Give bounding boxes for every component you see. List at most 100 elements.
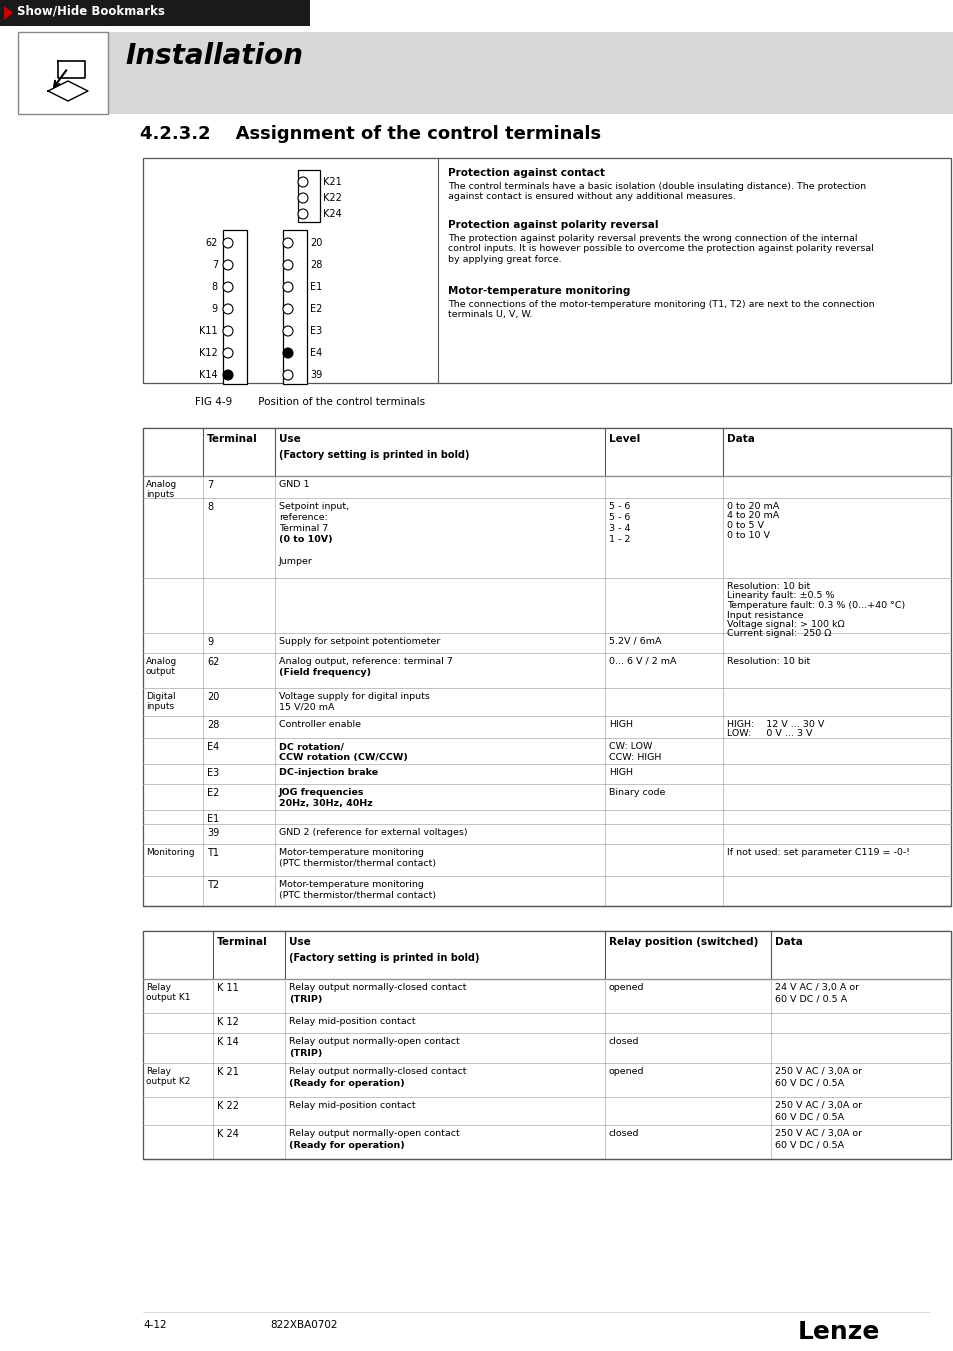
Text: opened: opened	[608, 984, 644, 992]
Text: Relay output normally-closed contact: Relay output normally-closed contact	[289, 1067, 466, 1075]
Text: Protection against contact: Protection against contact	[448, 168, 604, 178]
Text: Digital
inputs: Digital inputs	[146, 692, 175, 712]
Text: K22: K22	[323, 193, 341, 203]
Text: Input resistance: Input resistance	[726, 611, 802, 620]
Text: 62: 62	[207, 657, 219, 667]
Text: closed: closed	[608, 1038, 639, 1046]
Text: 15 V/20 mA: 15 V/20 mA	[278, 703, 335, 712]
Text: E2: E2	[310, 304, 322, 313]
Text: 20: 20	[207, 692, 219, 703]
Text: opened: opened	[608, 1067, 644, 1075]
Text: 3 - 4: 3 - 4	[608, 524, 630, 534]
Text: Temperature fault: 0.3 % (0...+40 °C): Temperature fault: 0.3 % (0...+40 °C)	[726, 601, 904, 611]
Text: Installation: Installation	[125, 42, 303, 70]
Bar	[108, 32, 953, 113]
Circle shape	[283, 349, 293, 358]
Bar	[143, 931, 950, 979]
Text: 9: 9	[212, 304, 218, 313]
Text: Motor-temperature monitoring: Motor-temperature monitoring	[278, 848, 423, 857]
Text: Relay
output K2: Relay output K2	[146, 1067, 191, 1086]
Bar	[18, 32, 108, 113]
Text: Setpoint input,: Setpoint input,	[278, 503, 349, 511]
Text: 24 V AC / 3,0 A or: 24 V AC / 3,0 A or	[774, 984, 859, 992]
Text: K11: K11	[199, 326, 218, 336]
Text: 5 - 6: 5 - 6	[608, 513, 630, 521]
Text: LOW:     0 V ... 3 V: LOW: 0 V ... 3 V	[726, 730, 812, 739]
Circle shape	[297, 209, 308, 219]
Text: E3: E3	[207, 767, 219, 778]
Text: Data: Data	[774, 938, 802, 947]
Text: 0 to 5 V: 0 to 5 V	[726, 521, 763, 530]
Text: Linearity fault: ±0.5 %: Linearity fault: ±0.5 %	[726, 592, 834, 600]
Text: K14: K14	[199, 370, 218, 380]
Text: 7: 7	[212, 259, 218, 270]
Text: (Field frequency): (Field frequency)	[278, 667, 371, 677]
Text: 9: 9	[207, 638, 213, 647]
Text: The protection against polarity reversal prevents the wrong connection of the in: The protection against polarity reversal…	[448, 234, 873, 263]
Text: E4: E4	[207, 742, 219, 753]
Circle shape	[283, 282, 293, 292]
Text: Use: Use	[289, 938, 311, 947]
Text: Relay position (switched): Relay position (switched)	[608, 938, 758, 947]
Text: Data: Data	[726, 434, 754, 444]
Text: K 22: K 22	[216, 1101, 239, 1111]
Text: (PTC thermistor/thermal contact): (PTC thermistor/thermal contact)	[278, 859, 436, 867]
Text: Relay mid-position contact: Relay mid-position contact	[289, 1101, 416, 1111]
Text: Monitoring: Monitoring	[146, 848, 194, 857]
Text: (TRIP): (TRIP)	[289, 994, 322, 1004]
Text: 250 V AC / 3,0A or: 250 V AC / 3,0A or	[774, 1129, 862, 1138]
Text: 0 to 20 mA: 0 to 20 mA	[726, 503, 779, 511]
Text: Motor-temperature monitoring: Motor-temperature monitoring	[448, 286, 630, 296]
Text: The connections of the motor-temperature monitoring (T1, T2) are next to the con: The connections of the motor-temperature…	[448, 300, 874, 319]
Text: CW: LOW: CW: LOW	[608, 742, 652, 751]
Text: Analog
output: Analog output	[146, 657, 177, 677]
Text: T2: T2	[207, 880, 219, 890]
Bar	[143, 428, 950, 476]
Polygon shape	[4, 5, 13, 20]
Text: K12: K12	[199, 349, 218, 358]
Text: DC-injection brake: DC-injection brake	[278, 767, 377, 777]
Text: Relay output normally-open contact: Relay output normally-open contact	[289, 1038, 459, 1046]
Text: E1: E1	[207, 815, 219, 824]
Text: 60 V DC / 0.5 A: 60 V DC / 0.5 A	[774, 994, 846, 1004]
Text: E2: E2	[207, 788, 219, 798]
Bar	[0, 0, 310, 26]
Text: 5 - 6: 5 - 6	[608, 503, 630, 511]
Text: 60 V DC / 0.5A: 60 V DC / 0.5A	[774, 1079, 843, 1088]
Text: GND 1: GND 1	[278, 480, 309, 489]
Text: 250 V AC / 3,0A or: 250 V AC / 3,0A or	[774, 1067, 862, 1075]
Circle shape	[283, 238, 293, 249]
Text: K 12: K 12	[216, 1017, 238, 1027]
Text: 39: 39	[310, 370, 322, 380]
Text: K21: K21	[323, 177, 341, 186]
Circle shape	[283, 304, 293, 313]
Text: K 24: K 24	[216, 1129, 238, 1139]
Text: (Factory setting is printed in bold): (Factory setting is printed in bold)	[278, 450, 469, 459]
Text: 60 V DC / 0.5A: 60 V DC / 0.5A	[774, 1142, 843, 1150]
Text: 28: 28	[207, 720, 219, 730]
Text: Supply for setpoint potentiometer: Supply for setpoint potentiometer	[278, 638, 440, 646]
Circle shape	[223, 370, 233, 380]
Text: 822XBA0702: 822XBA0702	[270, 1320, 337, 1329]
Text: Jumper: Jumper	[278, 557, 313, 566]
Text: K 21: K 21	[216, 1067, 238, 1077]
Text: Controller enable: Controller enable	[278, 720, 360, 730]
Text: Relay
output K1: Relay output K1	[146, 984, 191, 1002]
Text: Binary code: Binary code	[608, 788, 664, 797]
Text: CCW: HIGH: CCW: HIGH	[608, 753, 660, 762]
Text: closed: closed	[608, 1129, 639, 1138]
Circle shape	[297, 193, 308, 203]
Text: 0... 6 V / 2 mA: 0... 6 V / 2 mA	[608, 657, 676, 666]
Circle shape	[223, 304, 233, 313]
Text: 8: 8	[212, 282, 218, 292]
Text: Motor-temperature monitoring: Motor-temperature monitoring	[278, 880, 423, 889]
Text: CCW rotation (CW/CCW): CCW rotation (CW/CCW)	[278, 753, 408, 762]
Circle shape	[283, 370, 293, 380]
Circle shape	[283, 259, 293, 270]
Bar	[143, 158, 950, 382]
Circle shape	[283, 326, 293, 336]
Text: reference:: reference:	[278, 513, 328, 521]
Text: 7: 7	[207, 480, 213, 490]
Circle shape	[223, 282, 233, 292]
Text: K 11: K 11	[216, 984, 238, 993]
